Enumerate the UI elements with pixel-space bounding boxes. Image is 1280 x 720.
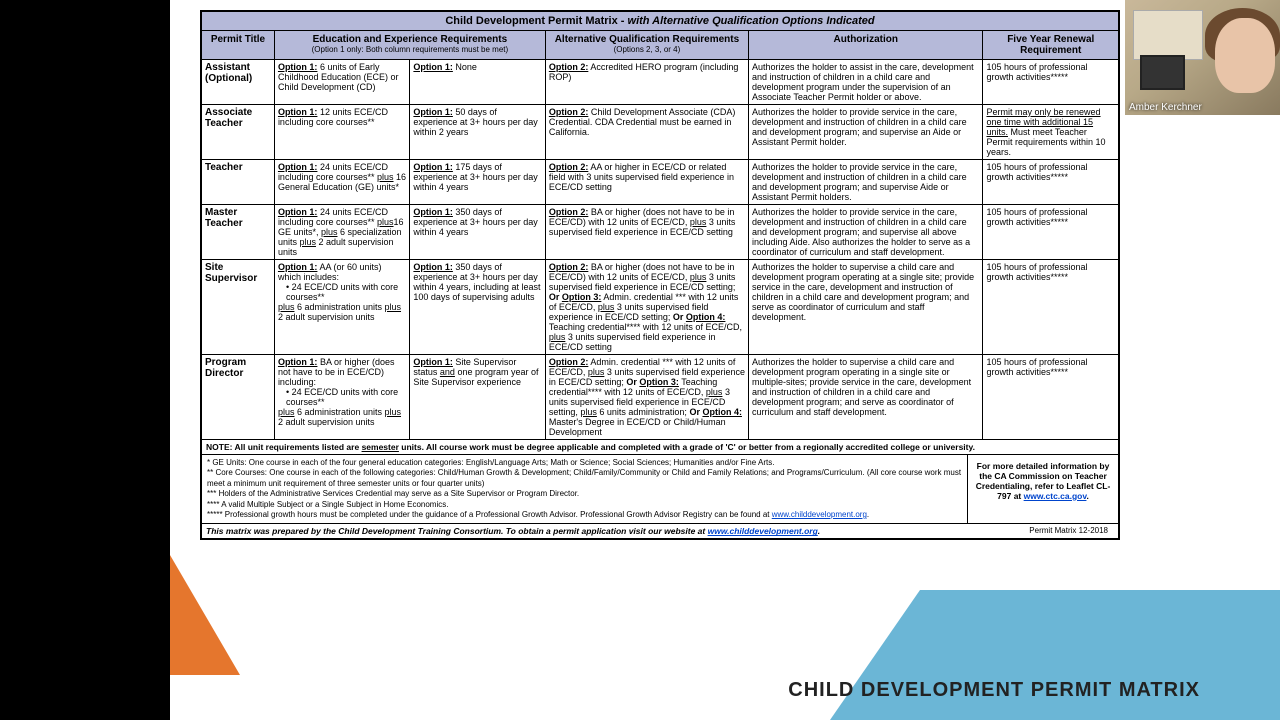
renewal-cell: 105 hours of professional growth activit… — [983, 60, 1119, 105]
authorization-cell: Authorizes the holder to provide service… — [749, 160, 983, 205]
col-authorization: Authorization — [749, 31, 983, 60]
authorization-cell: Authorizes the holder to provide service… — [749, 105, 983, 160]
table-row: Master TeacherOption 1: 24 units ECE/CD … — [202, 205, 1119, 260]
education-cell-a: Option 1: 24 units ECE/CD including core… — [274, 205, 409, 260]
permit-title-cell: Master Teacher — [202, 205, 275, 260]
renewal-cell: 105 hours of professional growth activit… — [983, 160, 1119, 205]
version-label: Permit Matrix 12-2018 — [1029, 526, 1108, 535]
table-row: TeacherOption 1: 24 units ECE/CD includi… — [202, 160, 1119, 205]
education-cell-b: Option 1: None — [410, 60, 545, 105]
renewal-cell: 105 hours of professional growth activit… — [983, 260, 1119, 355]
renewal-cell: 105 hours of professional growth activit… — [983, 205, 1119, 260]
education-cell-b: Option 1: 50 days of experience at 3+ ho… — [410, 105, 545, 160]
alternative-cell: Option 2: Admin. credential *** with 12 … — [545, 355, 748, 440]
education-cell-b: Option 1: 350 days of experience at 3+ h… — [410, 260, 545, 355]
table-row: Site SupervisorOption 1: AA (or 60 units… — [202, 260, 1119, 355]
permit-title-cell: Associate Teacher — [202, 105, 275, 160]
matrix-title: Child Development Permit Matrix - with A… — [202, 12, 1119, 31]
education-cell-a: Option 1: 12 units ECE/CD including core… — [274, 105, 409, 160]
col-permit-title: Permit Title — [202, 31, 275, 60]
footer-area: * GE Units: One course in each of the fo… — [202, 455, 1119, 524]
education-cell-a: Option 1: 24 units ECE/CD including core… — [274, 160, 409, 205]
permit-title-cell: Teacher — [202, 160, 275, 205]
participant-name: Amber Kerchner — [1129, 102, 1202, 113]
col-alternative: Alternative Qualification Requirements(O… — [545, 31, 748, 60]
renewal-cell: 105 hours of professional growth activit… — [983, 355, 1119, 440]
info-box: For more detailed information by the CA … — [968, 455, 1118, 523]
education-cell-a: Option 1: 6 units of Early Childhood Edu… — [274, 60, 409, 105]
alternative-cell: Option 2: AA or higher in ECE/CD or rela… — [545, 160, 748, 205]
authorization-cell: Authorizes the holder to supervise a chi… — [749, 355, 983, 440]
alternative-cell: Option 2: BA or higher (does not have to… — [545, 205, 748, 260]
table-row: Assistant (Optional)Option 1: 6 units of… — [202, 60, 1119, 105]
education-cell-a: Option 1: BA or higher (does not have to… — [274, 355, 409, 440]
permit-matrix-document: Child Development Permit Matrix - with A… — [200, 10, 1120, 540]
alternative-cell: Option 2: Child Development Associate (C… — [545, 105, 748, 160]
education-cell-b: Option 1: Site Supervisor status and one… — [410, 355, 545, 440]
note-row: NOTE: All unit requirements listed are s… — [202, 440, 1119, 455]
webcam-thumbnail[interactable]: Amber Kerchner — [1125, 0, 1280, 115]
alternative-cell: Option 2: BA or higher (does not have to… — [545, 260, 748, 355]
permit-title-cell: Site Supervisor — [202, 260, 275, 355]
authorization-cell: Authorizes the holder to provide service… — [749, 205, 983, 260]
header-row: Permit Title Education and Experience Re… — [202, 31, 1119, 60]
permit-title-cell: Assistant (Optional) — [202, 60, 275, 105]
col-renewal: Five Year Renewal Requirement — [983, 31, 1119, 60]
education-cell-b: Option 1: 175 days of experience at 3+ h… — [410, 160, 545, 205]
bottom-row: This matrix was prepared by the Child De… — [202, 524, 1119, 539]
col-education: Education and Experience Requirements(Op… — [274, 31, 545, 60]
table-row: Associate TeacherOption 1: 12 units ECE/… — [202, 105, 1119, 160]
table-row: Program DirectorOption 1: BA or higher (… — [202, 355, 1119, 440]
alternative-cell: Option 2: Accredited HERO program (inclu… — [545, 60, 748, 105]
education-cell-b: Option 1: 350 days of experience at 3+ h… — [410, 205, 545, 260]
slide-footer-title: CHILD DEVELOPMENT PERMIT MATRIX — [788, 679, 1200, 702]
education-cell-a: Option 1: AA (or 60 units) which include… — [274, 260, 409, 355]
permit-matrix-table: Child Development Permit Matrix - with A… — [201, 11, 1119, 539]
decor-triangle-orange — [170, 555, 240, 675]
renewal-cell: Permit may only be renewed one time with… — [983, 105, 1119, 160]
permit-title-cell: Program Director — [202, 355, 275, 440]
authorization-cell: Authorizes the holder to assist in the c… — [749, 60, 983, 105]
authorization-cell: Authorizes the holder to supervise a chi… — [749, 260, 983, 355]
footnotes: * GE Units: One course in each of the fo… — [202, 455, 968, 523]
